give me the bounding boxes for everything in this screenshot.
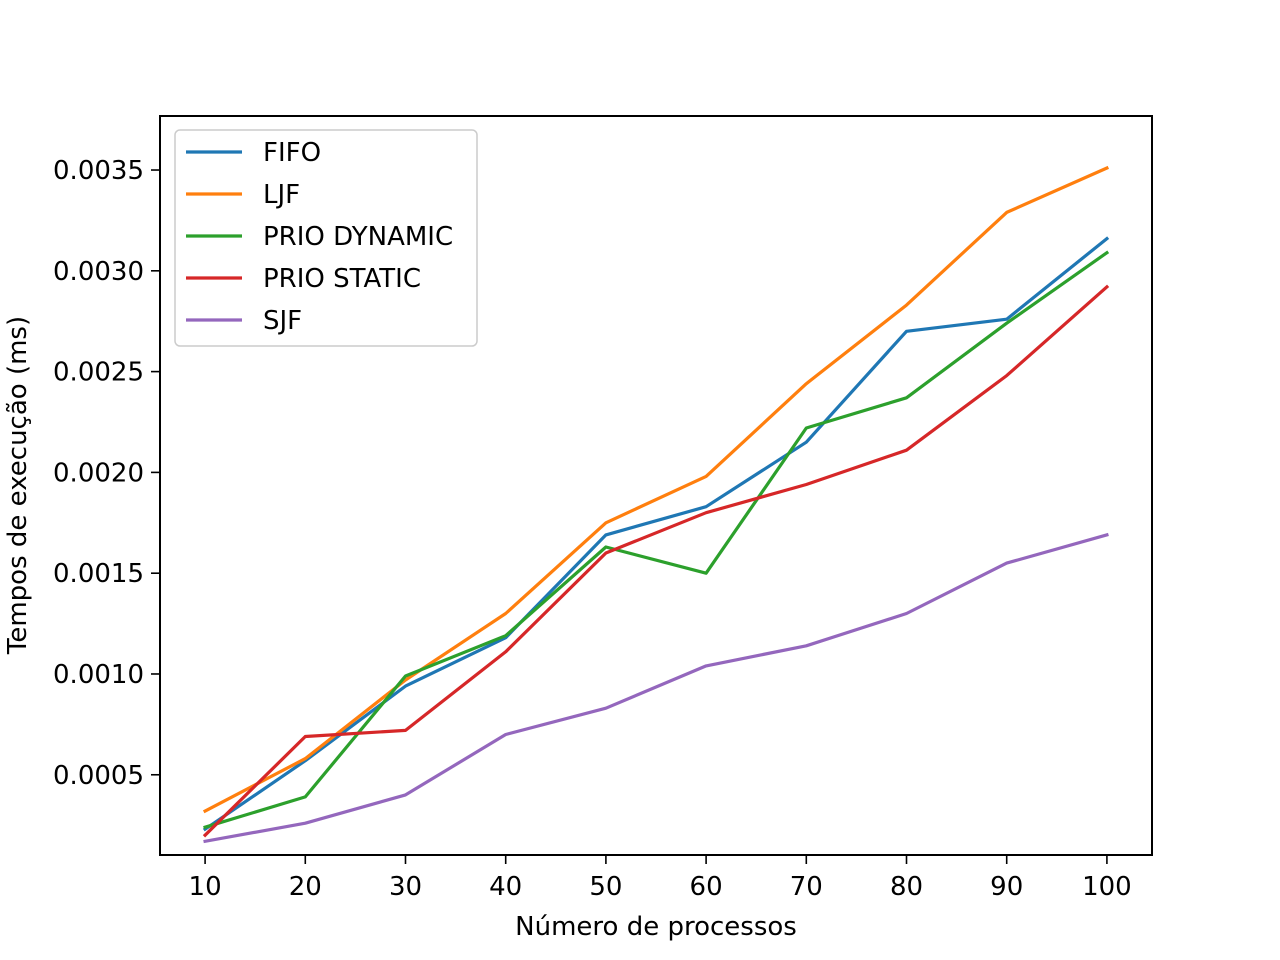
y-tick-label: 0.0005 <box>53 761 144 791</box>
series-layer <box>202 165 1110 844</box>
x-tick-label: 20 <box>289 872 322 902</box>
series-line-4 <box>203 532 1109 844</box>
series-line-2 <box>203 250 1110 830</box>
x-tick-label: 80 <box>890 872 923 902</box>
legend-label-3: PRIO STATIC <box>263 264 421 294</box>
x-tick-label: 70 <box>790 872 823 902</box>
y-tick-label: 0.0035 <box>53 156 144 186</box>
plot-frame <box>159 115 1153 856</box>
legend-label-0: FIFO <box>263 138 321 168</box>
y-tick-label: 0.0020 <box>53 458 144 488</box>
y-tick-label: 0.0015 <box>53 559 144 589</box>
y-tick-label: 0.0030 <box>53 257 144 287</box>
x-tick-label: 30 <box>389 872 422 902</box>
y-tick-label: 0.0010 <box>53 660 144 690</box>
x-tick-label: 10 <box>189 872 222 902</box>
x-tick-label: 40 <box>489 872 522 902</box>
y-tick-label: 0.0025 <box>53 358 144 388</box>
x-tick-label: 100 <box>1082 872 1132 902</box>
x-tick-label: 90 <box>990 872 1023 902</box>
legend-label-2: PRIO DYNAMIC <box>263 222 453 252</box>
y-axis: 0.0005 0.0010 0.0015 0.0020 0.0025 0.0030 0.00… <box>53 156 160 791</box>
y-axis-title: Tempos de execução (ms) <box>3 316 33 655</box>
legend: FIFO LJF PRIO DYNAMIC PRIO STATIC SJF <box>174 129 478 347</box>
legend-label-1: LJF <box>263 180 300 210</box>
x-axis: 10 20 30 40 50 60 70 80 90 100 <box>189 855 1132 902</box>
legend-box <box>174 129 478 347</box>
series-line-1 <box>202 165 1110 814</box>
legend-items: FIFO LJF PRIO DYNAMIC PRIO STATIC SJF <box>186 138 453 336</box>
x-tick-label: 60 <box>690 872 723 902</box>
series-line-3 <box>202 284 1110 838</box>
x-axis-title: Número de processos <box>515 912 797 942</box>
series-line-0 <box>202 236 1110 832</box>
x-tick-label: 50 <box>589 872 622 902</box>
legend-label-4: SJF <box>263 306 302 336</box>
